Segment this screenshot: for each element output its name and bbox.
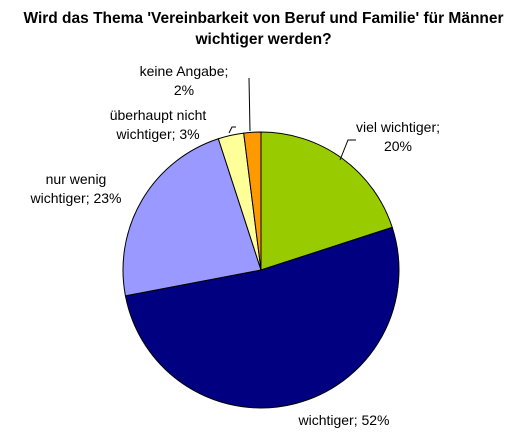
label-keine-angabe: keine Angabe; 2% xyxy=(140,63,229,98)
slice-label-line: keine Angabe; xyxy=(140,63,229,79)
leader-line xyxy=(248,77,251,132)
chart-title: Wird das Thema 'Vereinbarkeit von Beruf … xyxy=(0,8,527,50)
pie-slice-keine-angabe xyxy=(243,131,262,271)
chart-title-line-2: wichtiger werden? xyxy=(195,31,332,48)
label-viel-wichtiger: viel wichtiger; 20% xyxy=(356,119,440,154)
slice-label-line: wichtiger; 23% xyxy=(29,190,121,206)
leader-line xyxy=(228,126,236,134)
pie-slice-nur-wenig-wichtiger xyxy=(122,138,262,297)
leader-lines xyxy=(228,77,356,161)
label-nur-wenig-wichtiger: nur wenig wichtiger; 23% xyxy=(29,171,121,206)
slice-label-line: nur wenig xyxy=(46,171,107,187)
slice-label-line: wichtiger; 3% xyxy=(115,126,199,142)
slice-label-line: 20% xyxy=(384,138,412,154)
slice-label-line: überhaupt nicht xyxy=(110,107,207,123)
slice-label-line: 2% xyxy=(174,82,194,98)
label-wichtiger: wichtiger; 52% xyxy=(297,412,389,428)
slice-label-line: viel wichtiger; xyxy=(356,119,440,135)
pie-slice-wichtiger xyxy=(124,226,400,409)
label-ueberhaupt-nicht-wichtiger: überhaupt nicht wichtiger; 3% xyxy=(110,107,207,142)
pie-slice-viel-wichtiger xyxy=(260,131,393,271)
slice-label-line: wichtiger; 52% xyxy=(297,412,389,428)
pie-slices xyxy=(122,131,400,409)
chart-title-line-1: Wird das Thema 'Vereinbarkeit von Beruf … xyxy=(23,10,504,27)
leader-line xyxy=(339,139,356,161)
